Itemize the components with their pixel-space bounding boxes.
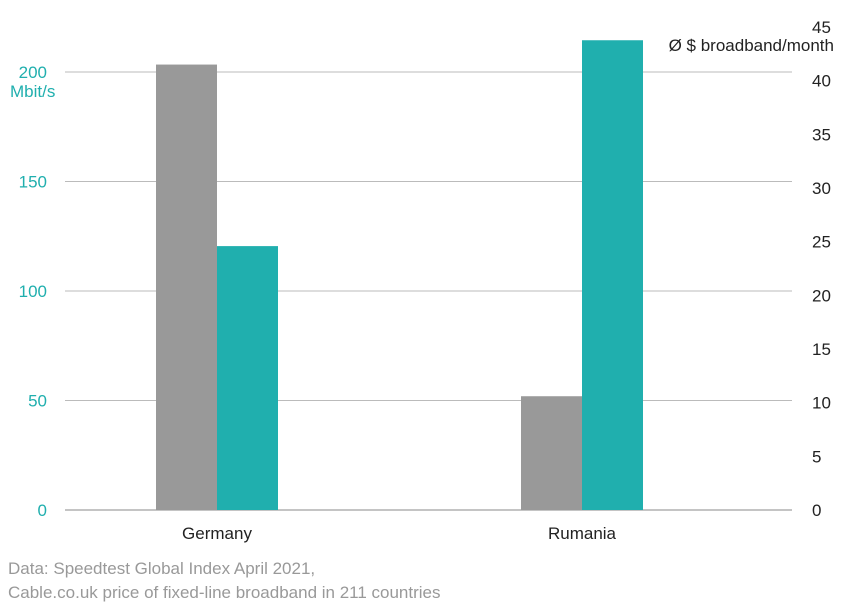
right-tick-label: 45	[812, 18, 831, 37]
category-label: Germany	[182, 524, 252, 543]
right-tick-label: 25	[812, 233, 831, 252]
right-tick-label: 5	[812, 447, 821, 466]
left-tick-label: 150	[19, 173, 47, 192]
right-tick-label: 0	[812, 501, 821, 520]
source-line-1: Data: Speedtest Global Index April 2021,	[8, 559, 316, 578]
right-tick-label: 35	[812, 125, 831, 144]
left-tick-label: 0	[38, 501, 47, 520]
bar-price-rumania	[521, 396, 582, 510]
left-tick-label: 50	[28, 392, 47, 411]
left-axis-unit: Mbit/s	[10, 82, 55, 101]
left-tick-label: 100	[19, 282, 47, 301]
right-axis-unit: Ø $ broadband/month	[669, 36, 834, 55]
left-tick-label: 200	[19, 63, 47, 82]
bar-speed-germany	[217, 246, 278, 511]
source-line-2: Cable.co.uk price of fixed-line broadban…	[8, 583, 441, 602]
right-tick-label: 40	[812, 72, 831, 91]
right-tick-label: 15	[812, 340, 831, 359]
bar-speed-rumania	[582, 40, 643, 511]
category-label: Rumania	[548, 524, 617, 543]
right-tick-label: 20	[812, 286, 831, 305]
right-tick-label: 10	[812, 394, 831, 413]
right-tick-label: 30	[812, 179, 831, 198]
bar-price-germany	[156, 64, 217, 511]
